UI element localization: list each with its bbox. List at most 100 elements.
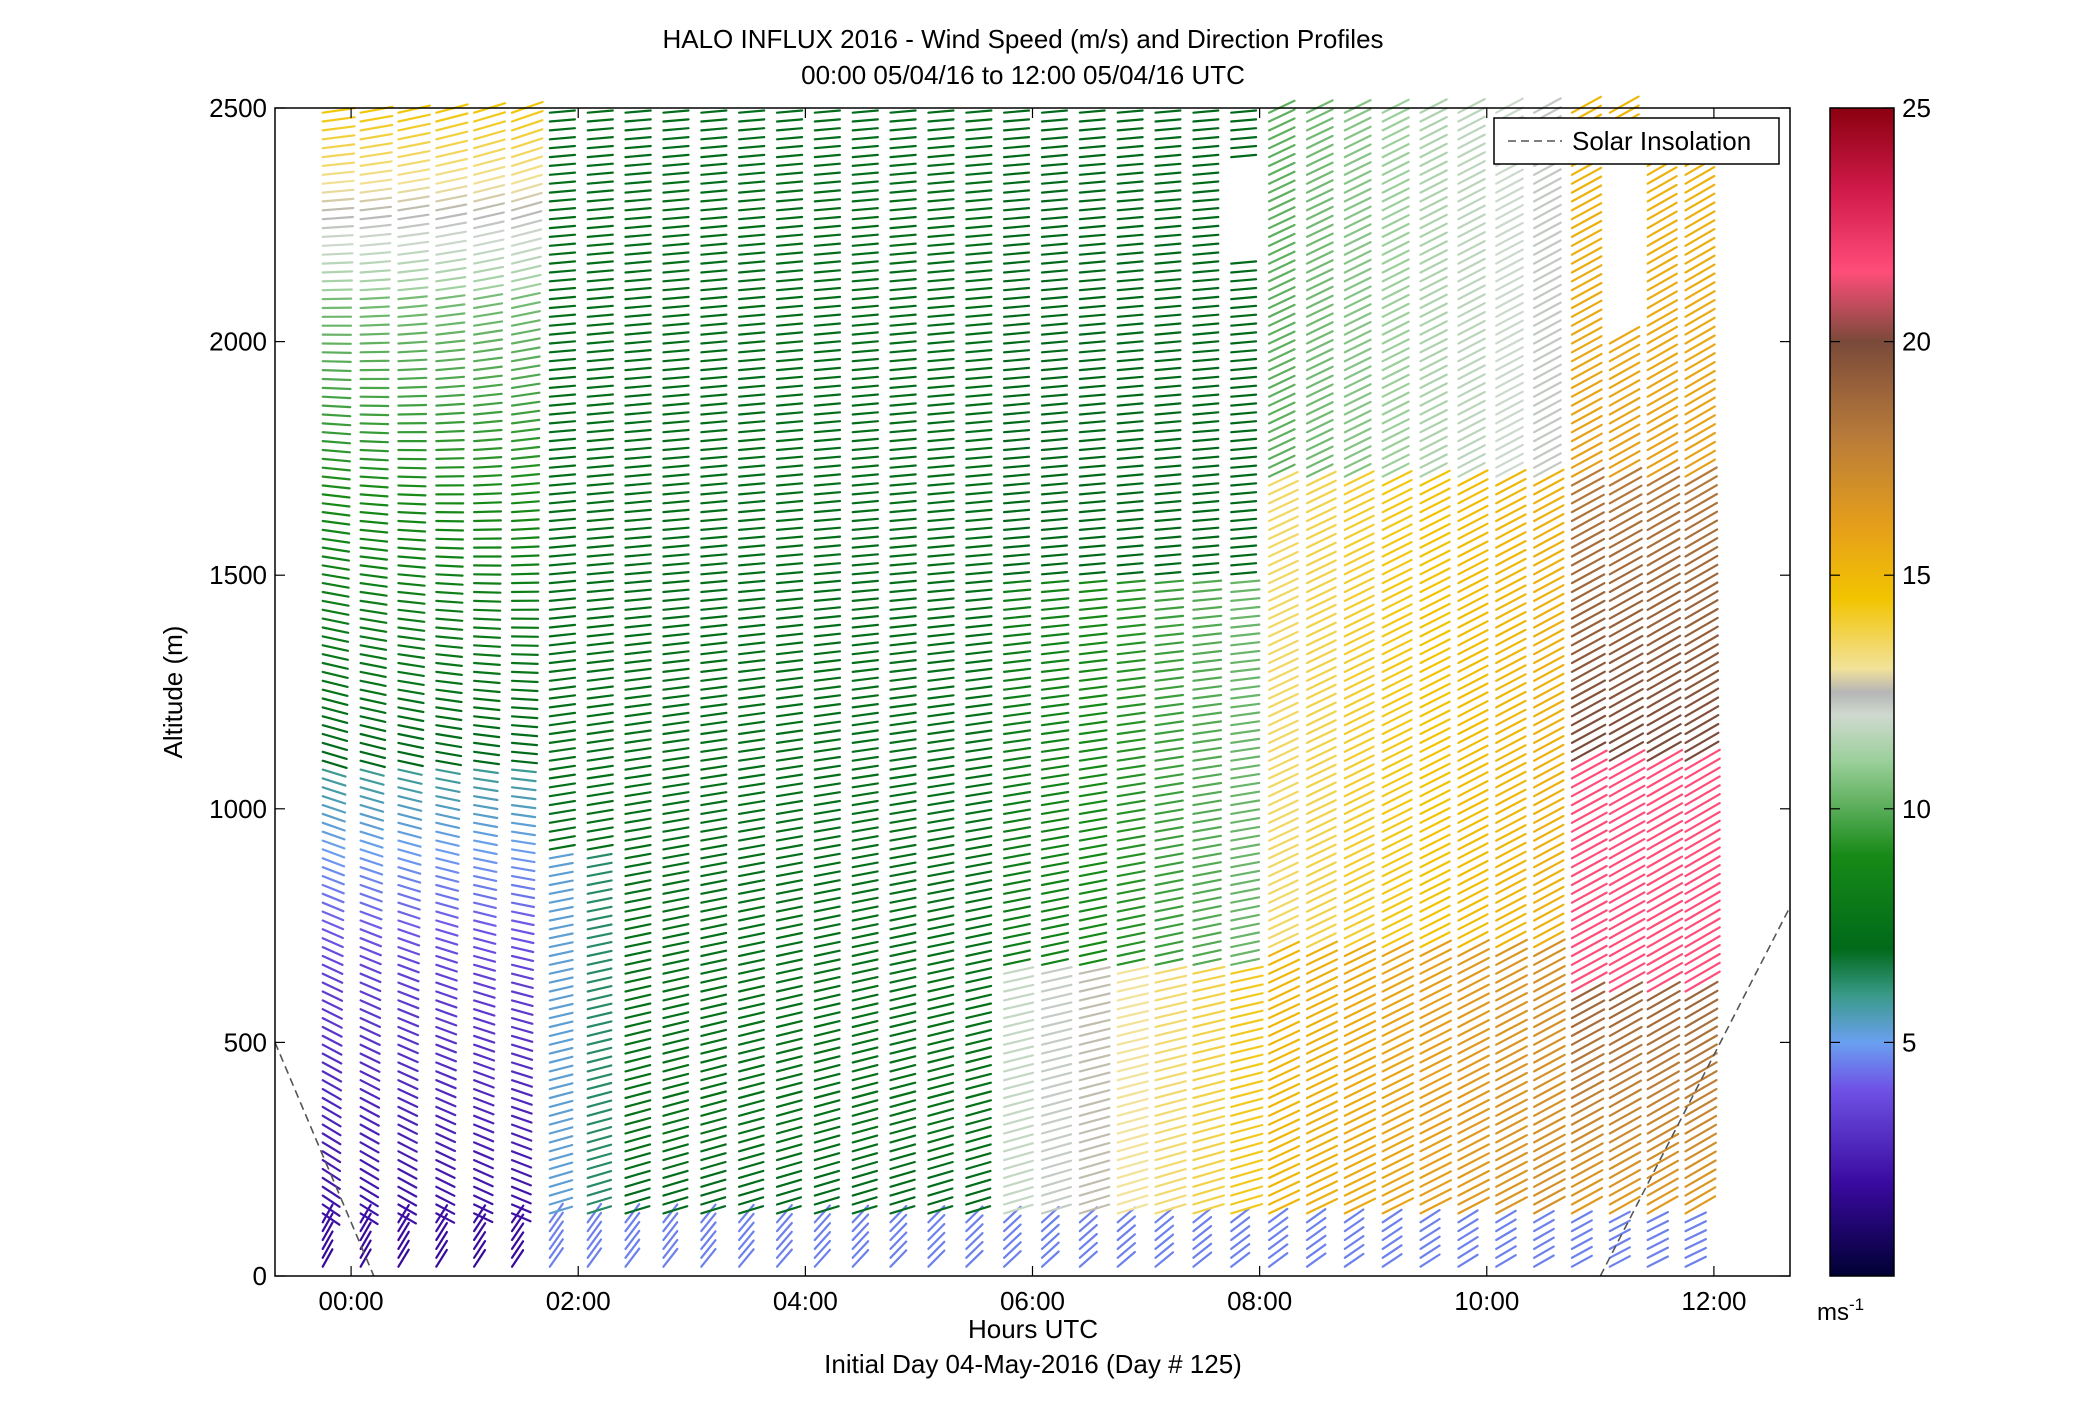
wind-arrow xyxy=(889,455,917,460)
wind-arrow xyxy=(737,694,766,700)
wind-arrow xyxy=(1267,1198,1301,1215)
wind-arrow xyxy=(510,892,536,900)
wind-arrow xyxy=(1381,249,1410,265)
wind-arrow xyxy=(775,562,804,567)
wind-arrow xyxy=(1570,273,1603,292)
wind-arrow xyxy=(624,729,652,736)
wind-arrow xyxy=(737,215,766,221)
wind-arrow xyxy=(1532,921,1565,940)
wind-arrow xyxy=(662,260,690,265)
wind-arrow xyxy=(435,626,464,631)
wind-arrow xyxy=(813,295,842,301)
wind-arrow xyxy=(1116,1080,1149,1091)
wind-arrow xyxy=(662,984,690,993)
wind-arrow xyxy=(1684,352,1716,372)
wind-arrow xyxy=(548,1011,574,1020)
wind-arrow xyxy=(1154,1224,1175,1242)
wind-arrow xyxy=(1570,211,1603,230)
wind-arrow xyxy=(1154,614,1185,620)
wind-arrow xyxy=(1192,649,1223,656)
wind-arrow xyxy=(1192,693,1223,700)
wind-arrow xyxy=(1495,495,1527,514)
wind-arrow xyxy=(813,286,842,292)
wind-arrow xyxy=(624,1143,652,1153)
wind-arrow xyxy=(321,1016,343,1029)
wind-arrow xyxy=(775,1081,803,1091)
wind-arrow xyxy=(1646,254,1678,274)
wind-arrow xyxy=(1192,1071,1226,1082)
wind-arrow xyxy=(1305,612,1337,629)
wind-arrow xyxy=(586,738,614,745)
wind-arrow xyxy=(662,242,690,247)
wind-arrow xyxy=(813,340,842,345)
wind-arrow xyxy=(624,322,652,327)
wind-arrow xyxy=(1002,1010,1035,1020)
wind-arrow xyxy=(1078,1168,1111,1180)
wind-arrow xyxy=(813,162,842,167)
wind-arrow xyxy=(1230,781,1261,789)
wind-arrow xyxy=(1684,563,1719,585)
wind-arrow xyxy=(1608,1186,1642,1206)
wind-arrow xyxy=(1002,949,1031,958)
wind-arrow xyxy=(1078,473,1106,478)
wind-arrow xyxy=(359,590,388,597)
wind-arrow xyxy=(1457,142,1486,159)
wind-arrow xyxy=(473,1025,496,1035)
wind-arrow xyxy=(700,1125,727,1135)
wind-arrow xyxy=(927,967,955,975)
wind-arrow xyxy=(662,1116,690,1126)
wind-arrow xyxy=(1457,204,1486,221)
wind-arrow xyxy=(397,724,425,732)
wind-arrow xyxy=(1230,790,1261,798)
wind-arrow xyxy=(1457,408,1486,425)
wind-arrow xyxy=(965,1002,993,1011)
wind-arrow xyxy=(737,295,766,301)
wind-arrow xyxy=(1495,1134,1528,1153)
wind-arrow xyxy=(1532,1027,1566,1046)
wind-arrow xyxy=(1495,832,1527,851)
wind-arrow xyxy=(435,777,461,785)
wind-arrow xyxy=(1570,546,1606,567)
wind-arrow xyxy=(737,852,766,860)
wind-arrow xyxy=(1684,872,1721,895)
wind-arrow xyxy=(548,207,577,212)
wind-arrow xyxy=(548,782,577,789)
wind-arrow xyxy=(813,606,842,611)
wind-arrow xyxy=(700,517,728,523)
wind-arrow xyxy=(1116,693,1146,700)
wind-arrow xyxy=(397,1248,410,1268)
wind-arrow xyxy=(1419,1134,1453,1153)
wind-arrow xyxy=(397,999,420,1010)
wind-arrow xyxy=(1230,455,1258,460)
wind-arrow xyxy=(662,694,690,700)
wind-arrow xyxy=(700,747,728,753)
wind-arrow xyxy=(1116,1001,1150,1011)
wind-arrow xyxy=(321,188,355,194)
wind-arrow xyxy=(1343,514,1375,532)
wind-arrow xyxy=(1684,740,1720,762)
wind-arrow xyxy=(1419,691,1451,709)
wind-arrow xyxy=(586,905,613,913)
wind-arrow xyxy=(548,632,577,638)
wind-arrow xyxy=(624,958,652,966)
wind-arrow xyxy=(889,588,917,594)
wind-arrow xyxy=(1343,638,1375,656)
wind-arrow xyxy=(737,535,766,540)
wind-arrow xyxy=(1457,1001,1490,1020)
wind-arrow xyxy=(1532,1218,1555,1233)
wind-arrow xyxy=(1646,705,1682,727)
wind-arrow xyxy=(1684,590,1719,611)
wind-arrow xyxy=(1154,1036,1188,1046)
wind-arrow xyxy=(1305,1100,1339,1117)
wind-arrow xyxy=(1570,679,1607,700)
wind-arrow xyxy=(624,260,652,265)
wind-arrow xyxy=(1457,337,1486,354)
wind-arrow xyxy=(1343,1055,1377,1073)
wind-arrow xyxy=(775,1196,803,1206)
wind-arrow xyxy=(662,491,690,496)
wind-arrow xyxy=(1116,817,1146,824)
wind-arrow xyxy=(927,491,955,496)
wind-arrow xyxy=(1116,737,1146,745)
wind-arrow xyxy=(1192,1159,1226,1171)
